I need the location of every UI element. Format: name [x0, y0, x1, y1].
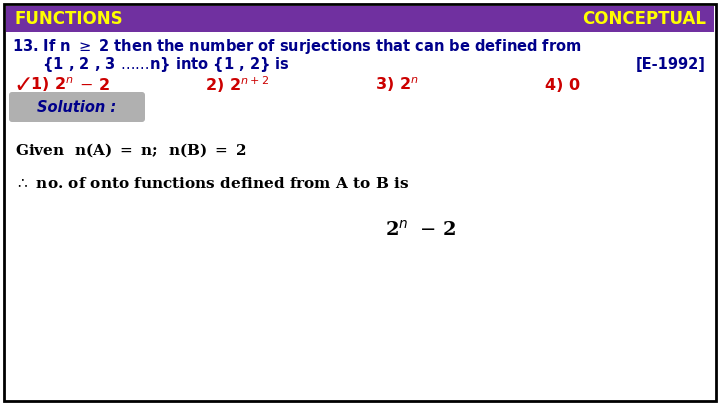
Text: $\therefore$ no. of onto functions defined from A to B is: $\therefore$ no. of onto functions defin… — [15, 175, 409, 190]
Text: ✓: ✓ — [13, 73, 32, 97]
Text: [E-1992]: [E-1992] — [636, 57, 706, 72]
FancyBboxPatch shape — [4, 4, 716, 401]
Text: Given  n(A) $=$ n;  n(B) $=$ 2: Given n(A) $=$ n; n(B) $=$ 2 — [15, 141, 247, 159]
Text: 3) 2$^n$: 3) 2$^n$ — [375, 76, 418, 94]
Text: CONCEPTUAL: CONCEPTUAL — [582, 10, 706, 28]
Text: 2) 2$^{n+2}$: 2) 2$^{n+2}$ — [205, 75, 269, 95]
FancyBboxPatch shape — [9, 92, 145, 122]
Text: Solution :: Solution : — [37, 100, 117, 115]
Text: 2$^n$: 2$^n$ — [385, 220, 408, 240]
Text: FUNCTIONS: FUNCTIONS — [14, 10, 122, 28]
Text: {1 , 2 , 3 $\ldots\ldots$n} into {1 , 2} is: {1 , 2 , 3 $\ldots\ldots$n} into {1 , 2}… — [12, 55, 289, 73]
Text: $-$ 2: $-$ 2 — [74, 77, 110, 93]
Text: 13. If n $\geq$ 2 then the number of surjections that can be defined from: 13. If n $\geq$ 2 then the number of sur… — [12, 38, 582, 57]
Text: 4) 0: 4) 0 — [545, 77, 580, 92]
Text: $-$ 2: $-$ 2 — [413, 221, 456, 239]
FancyBboxPatch shape — [6, 6, 714, 32]
Text: 1) 2$^n$: 1) 2$^n$ — [30, 76, 73, 94]
